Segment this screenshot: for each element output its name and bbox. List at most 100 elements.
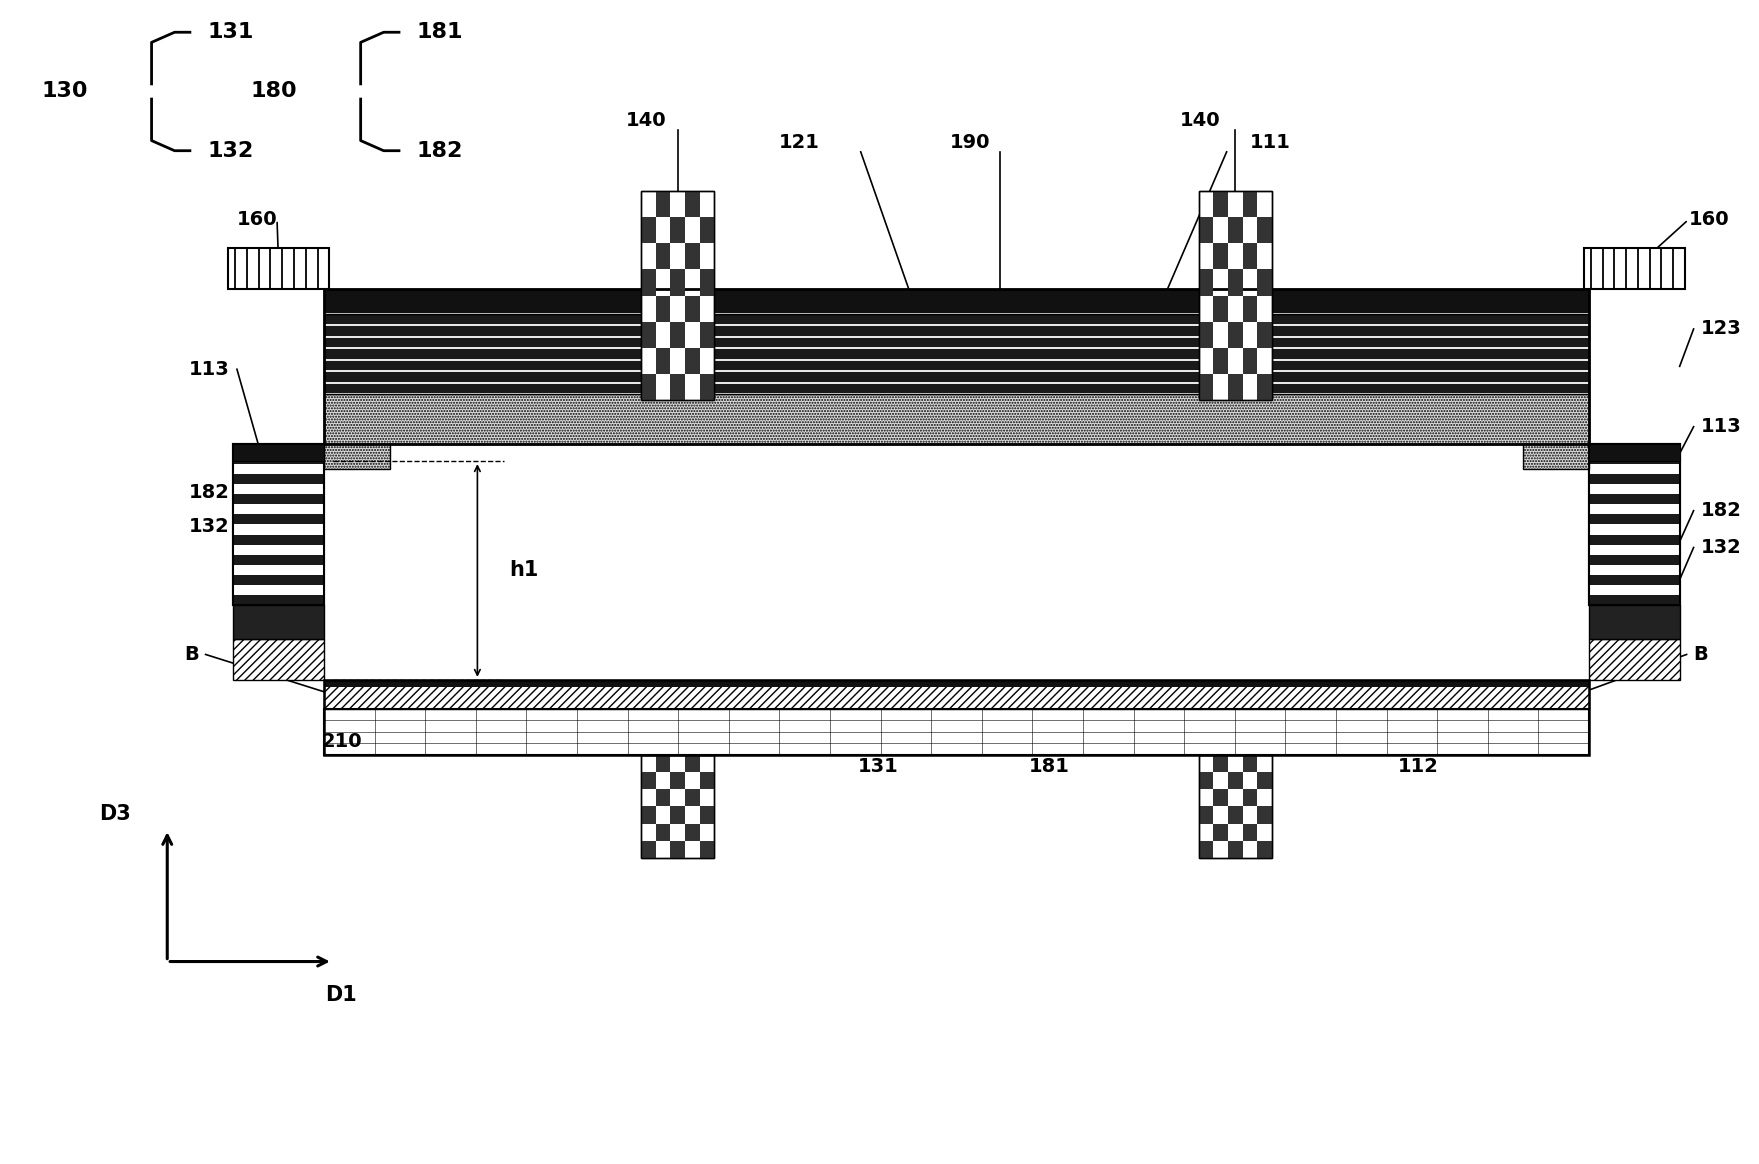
Bar <box>1588 555 1680 565</box>
Bar <box>642 754 714 858</box>
Bar <box>234 514 324 525</box>
Bar <box>1198 269 1214 296</box>
Bar <box>684 191 700 218</box>
Bar <box>1198 218 1214 243</box>
Bar <box>1242 191 1258 218</box>
Bar <box>684 296 700 321</box>
Polygon shape <box>1583 248 1685 289</box>
Bar <box>684 754 700 772</box>
Bar <box>1198 191 1272 400</box>
Bar <box>700 772 714 789</box>
Bar <box>234 495 324 504</box>
Bar <box>1258 374 1272 400</box>
Bar <box>1258 269 1272 296</box>
Bar <box>1588 595 1680 605</box>
Bar <box>656 296 670 321</box>
Bar <box>234 443 324 461</box>
Text: 210: 210 <box>322 731 362 751</box>
Bar <box>1198 840 1214 858</box>
Text: 113: 113 <box>1701 417 1741 436</box>
Bar <box>1523 443 1588 469</box>
Bar <box>1588 605 1680 639</box>
Bar <box>1214 296 1228 321</box>
Text: 113: 113 <box>190 360 230 378</box>
Bar <box>234 595 324 605</box>
Bar <box>1258 321 1272 348</box>
Text: 132: 132 <box>208 141 253 161</box>
Bar <box>656 348 670 374</box>
Bar <box>324 313 1588 395</box>
Bar <box>1588 525 1680 534</box>
Bar <box>234 504 324 514</box>
Text: 181: 181 <box>1029 757 1069 776</box>
Bar <box>1228 807 1242 823</box>
Text: 140: 140 <box>1180 111 1221 130</box>
Text: h1: h1 <box>508 561 538 581</box>
Bar <box>1242 243 1258 269</box>
Bar <box>1242 789 1258 807</box>
Bar <box>670 840 684 858</box>
Bar <box>1588 443 1680 605</box>
Bar <box>1228 840 1242 858</box>
Bar <box>234 545 324 555</box>
Text: 121: 121 <box>779 133 820 151</box>
Bar <box>700 374 714 400</box>
Text: 181: 181 <box>417 22 463 42</box>
Bar <box>324 709 1588 754</box>
Bar <box>1214 754 1228 772</box>
Bar <box>234 464 324 474</box>
Polygon shape <box>229 248 329 289</box>
Bar <box>234 584 324 595</box>
Text: 111: 111 <box>1249 133 1291 151</box>
Bar <box>684 823 700 840</box>
Text: B: B <box>1694 645 1708 663</box>
Bar <box>656 754 670 772</box>
Bar <box>700 807 714 823</box>
Bar <box>1588 474 1680 484</box>
Bar <box>324 289 1588 443</box>
Bar <box>1242 296 1258 321</box>
Bar <box>234 605 324 639</box>
Bar <box>642 840 656 858</box>
Bar <box>656 789 670 807</box>
Bar <box>670 772 684 789</box>
Bar <box>1588 443 1680 605</box>
Text: 160: 160 <box>236 211 276 229</box>
Bar <box>684 789 700 807</box>
Bar <box>642 754 714 858</box>
Bar <box>234 454 324 464</box>
Text: 182: 182 <box>417 141 463 161</box>
Bar <box>684 348 700 374</box>
Bar <box>234 474 324 484</box>
Bar <box>1198 754 1272 858</box>
Text: D1: D1 <box>325 985 357 1005</box>
Text: 160: 160 <box>1689 211 1729 229</box>
Bar <box>324 395 1588 443</box>
Bar <box>642 191 714 400</box>
Text: 182: 182 <box>1701 502 1741 520</box>
Bar <box>324 313 1588 395</box>
Bar <box>1588 575 1680 584</box>
Bar <box>700 269 714 296</box>
Bar <box>1228 269 1242 296</box>
Text: 130: 130 <box>40 81 88 101</box>
Bar <box>324 709 1588 754</box>
Bar <box>1242 823 1258 840</box>
Bar <box>1242 754 1258 772</box>
Text: 180: 180 <box>250 81 297 101</box>
Text: 190: 190 <box>950 133 990 151</box>
Bar <box>1258 218 1272 243</box>
Bar <box>324 680 1588 687</box>
Bar <box>642 374 656 400</box>
Bar <box>656 243 670 269</box>
Bar <box>1242 348 1258 374</box>
Bar <box>700 321 714 348</box>
Bar <box>1588 534 1680 545</box>
Bar <box>670 807 684 823</box>
Bar <box>700 840 714 858</box>
Text: 150: 150 <box>1224 757 1265 776</box>
Bar <box>1588 639 1680 680</box>
Bar <box>1214 191 1228 218</box>
Text: B: B <box>185 645 199 663</box>
Text: 131: 131 <box>208 22 253 42</box>
